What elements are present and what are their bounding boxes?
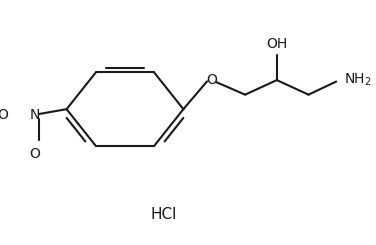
Text: OH: OH	[266, 37, 287, 51]
Text: N: N	[30, 108, 40, 122]
Text: O: O	[29, 147, 40, 161]
Text: HCl: HCl	[150, 207, 177, 222]
Text: O: O	[0, 108, 8, 122]
Text: O: O	[206, 73, 217, 87]
Text: NH$_2$: NH$_2$	[344, 72, 371, 88]
